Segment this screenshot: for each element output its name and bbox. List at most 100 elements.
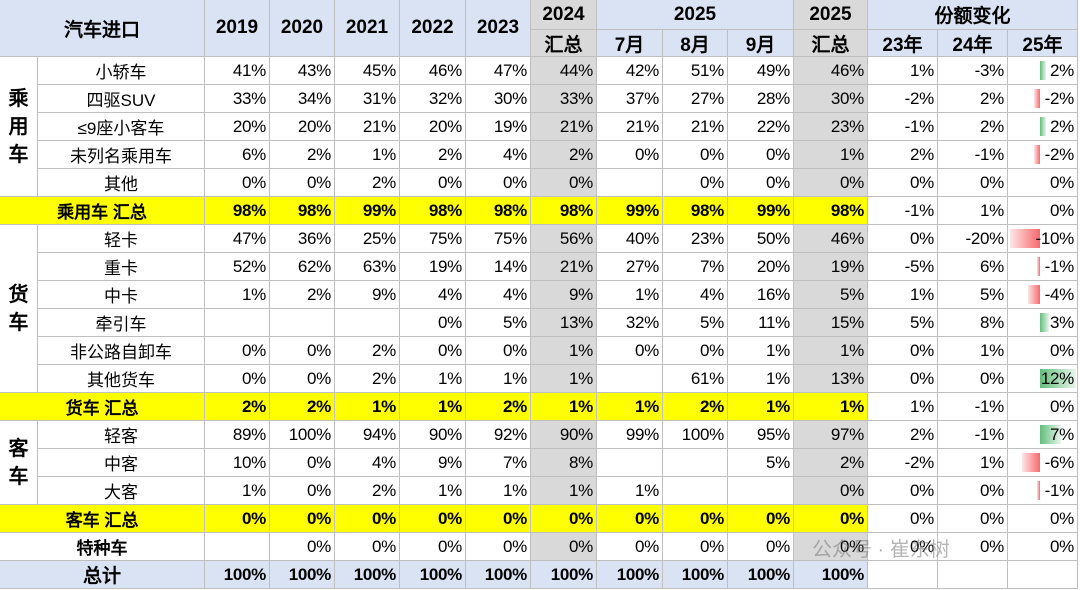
cell-text: 20% [232, 116, 266, 136]
cell-text: 6% [980, 256, 1004, 276]
value-cell: 21% [663, 113, 728, 141]
cell-text: 2% [503, 396, 527, 416]
cell-text: 9% [372, 284, 396, 304]
value-cell: 0% [400, 533, 466, 561]
cell-text: 1% [635, 284, 659, 304]
header-share-col: 25年 [1008, 30, 1078, 57]
group-label-text: 客车 [8, 437, 29, 488]
value-cell: 1% [597, 477, 663, 505]
value-cell: 22% [728, 113, 794, 141]
value-cell: -1% [938, 393, 1008, 421]
group-label: 货车 [0, 225, 38, 393]
cell-text: 97% [830, 424, 864, 444]
cell-text: 98% [232, 200, 266, 220]
value-cell: 100% [597, 561, 663, 589]
cell-text: 27% [625, 256, 659, 276]
value-cell [335, 309, 400, 337]
cell-text: 23% [830, 116, 864, 136]
value-cell: 4% [466, 141, 531, 169]
cell-text: 63% [362, 256, 396, 276]
cell-text: 5% [910, 312, 934, 332]
share-bar [1022, 453, 1040, 472]
value-cell: 20% [270, 113, 335, 141]
cell-text: 0% [910, 340, 934, 360]
cell-text: 21% [625, 116, 659, 136]
cell-text: 0% [1050, 508, 1074, 528]
value-cell: 98% [270, 197, 335, 225]
value-cell: 0% [400, 169, 466, 197]
value-cell [205, 533, 270, 561]
cell-text: 9% [438, 452, 462, 472]
value-cell: 5% [938, 281, 1008, 309]
cell-text: 12% [1040, 368, 1074, 388]
value-cell: 94% [335, 421, 400, 449]
cell-text: 0% [635, 340, 659, 360]
value-cell: -4% [1008, 281, 1078, 309]
value-cell: 9% [335, 281, 400, 309]
cell-text: 2% [980, 88, 1004, 108]
value-cell [1008, 561, 1078, 589]
cell-text: 2% [980, 116, 1004, 136]
value-cell: 1% [794, 393, 868, 421]
cell-text: 1% [438, 396, 462, 416]
value-cell: 52% [205, 253, 270, 281]
value-cell: 100% [728, 561, 794, 589]
cell-text: 1% [503, 480, 527, 500]
cell-text: -1% [1044, 256, 1075, 276]
value-cell: 4% [663, 281, 728, 309]
cell-text: 20% [428, 116, 462, 136]
cell-text: 1% [766, 396, 790, 416]
share-bar [1040, 117, 1046, 136]
value-cell: 1% [335, 393, 400, 421]
value-cell: 99% [597, 197, 663, 225]
value-cell: 99% [728, 197, 794, 225]
value-cell: 41% [205, 57, 270, 85]
cell-text: 0% [503, 536, 527, 556]
value-cell: 9% [531, 281, 597, 309]
cell-text: 28% [756, 88, 790, 108]
value-cell: 0% [270, 505, 335, 533]
value-cell: 99% [597, 421, 663, 449]
cell-text: 0% [766, 144, 790, 164]
value-cell: 0% [1008, 393, 1078, 421]
value-cell: 30% [794, 85, 868, 113]
value-cell: 1% [531, 337, 597, 365]
cell-text: 0% [910, 368, 934, 388]
cell-text: 0% [307, 340, 331, 360]
cell-text: 49% [756, 60, 790, 80]
cell-text: 21% [362, 116, 396, 136]
cell-text: 0% [1050, 340, 1074, 360]
value-cell: -1% [938, 141, 1008, 169]
value-cell: 30% [466, 85, 531, 113]
value-cell: 4% [400, 281, 466, 309]
cell-text: 0% [242, 172, 266, 192]
cell-text: -4% [1044, 284, 1075, 304]
value-cell: -2% [1008, 85, 1078, 113]
value-cell: -2% [868, 85, 938, 113]
row-name: 重卡 [38, 253, 205, 281]
cell-text: 1% [766, 340, 790, 360]
value-cell: 56% [531, 225, 597, 253]
share-bar [1010, 229, 1040, 248]
value-cell: 0% [270, 337, 335, 365]
cell-text: 45% [362, 60, 396, 80]
header-share-col: 23年 [868, 30, 938, 57]
cell-text: 0% [980, 368, 1004, 388]
value-cell: -1% [868, 113, 938, 141]
value-cell [270, 309, 335, 337]
cell-text: 99% [756, 200, 790, 220]
cell-text: 7% [503, 452, 527, 472]
cell-text: 19% [830, 256, 864, 276]
total-name: 乘用车 汇总 [0, 197, 205, 225]
row-name: 总计 [0, 561, 205, 589]
cell-text: 99% [625, 200, 659, 220]
value-cell: 36% [270, 225, 335, 253]
value-cell: 0% [938, 505, 1008, 533]
cell-text: 1% [569, 368, 593, 388]
value-cell: 0% [868, 169, 938, 197]
value-cell: 100% [794, 561, 868, 589]
value-cell: 1% [868, 57, 938, 85]
value-cell: 50% [728, 225, 794, 253]
value-cell: 0% [1008, 197, 1078, 225]
value-cell: 16% [728, 281, 794, 309]
